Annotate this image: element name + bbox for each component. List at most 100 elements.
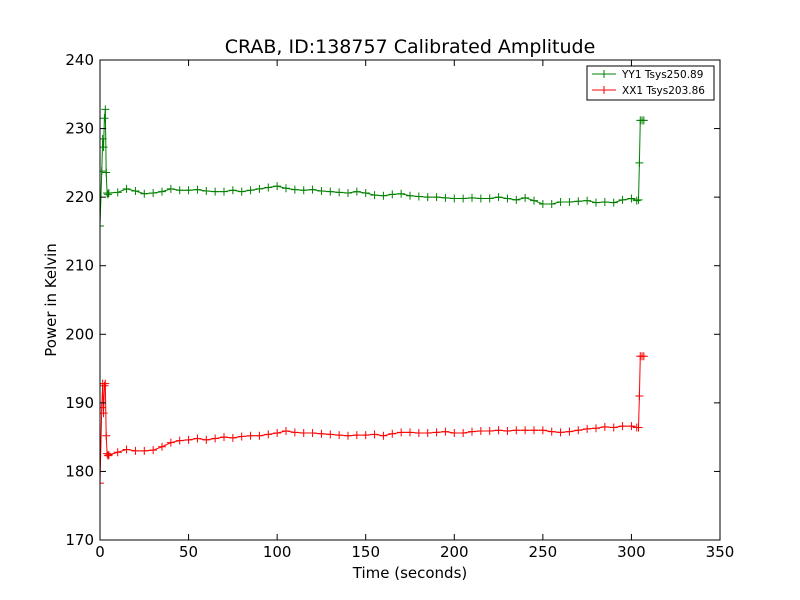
ticks: 0 50 100 150 200 250 300 350 170 180 190 200 210 220 2… [65, 51, 734, 561]
data-point [565, 197, 574, 206]
data-point [175, 186, 184, 195]
data-point [335, 431, 344, 440]
data-point [530, 426, 538, 435]
data-point [131, 446, 140, 455]
data-point [100, 403, 106, 412]
data-point [100, 409, 108, 418]
data-point [335, 188, 344, 197]
data-point [317, 186, 326, 195]
data-point [547, 200, 556, 208]
data-point [158, 187, 166, 196]
data-point [101, 379, 110, 388]
data-point [228, 186, 237, 195]
data-point [140, 189, 149, 198]
data-point [220, 433, 228, 442]
data-point [211, 187, 220, 196]
data-point [100, 221, 104, 230]
data-point [600, 197, 609, 206]
data-point [494, 193, 503, 202]
data-point [273, 429, 282, 438]
data-point [627, 422, 636, 431]
y-tick-label: 200 [65, 325, 94, 343]
data-point [503, 194, 512, 203]
data-point [423, 193, 432, 202]
data-point [102, 431, 111, 440]
data-point [237, 187, 246, 196]
data-point [255, 184, 264, 193]
plot-area [100, 105, 648, 488]
data-point [149, 446, 158, 455]
data-point [583, 424, 592, 433]
data-point [246, 431, 255, 440]
data-point [635, 392, 644, 400]
data-point [565, 427, 574, 436]
data-point [485, 426, 494, 435]
data-point [361, 189, 370, 198]
data-point [370, 430, 379, 439]
data-point [308, 185, 317, 194]
data-point [397, 428, 406, 437]
data-point [299, 429, 308, 438]
data-point [344, 189, 352, 198]
data-point [264, 183, 273, 192]
legend: YY1 Tsys250.89 XX1 Tsys203.86 [586, 65, 715, 101]
data-point [166, 184, 175, 193]
x-tick-label: 100 [263, 543, 292, 561]
data-point [634, 423, 643, 432]
data-point [193, 434, 202, 443]
x-tick-label: 200 [440, 543, 469, 561]
data-point [290, 428, 299, 437]
y-axis-label: Power in Kelvin [42, 243, 60, 357]
data-point [639, 116, 648, 125]
data-point [102, 168, 111, 177]
data-point [361, 431, 370, 440]
data-point [441, 193, 450, 202]
data-point [100, 167, 106, 176]
data-point [600, 422, 609, 431]
data-point [290, 185, 299, 194]
series-xx1 [100, 352, 648, 488]
plot-frame [99, 59, 721, 541]
data-point [282, 426, 290, 435]
data-point [379, 431, 388, 440]
data-point [100, 114, 109, 123]
data-point [122, 184, 131, 193]
data-point [255, 431, 264, 440]
data-point [468, 193, 476, 202]
x-tick-label: 350 [706, 543, 735, 561]
data-point [104, 189, 113, 198]
data-point [538, 200, 547, 208]
data-point [103, 449, 112, 458]
data-point [100, 381, 109, 390]
data-point [149, 189, 158, 198]
data-point [103, 451, 112, 460]
data-point [592, 198, 600, 207]
data-point [592, 424, 600, 433]
data-point [202, 435, 211, 444]
data-point [370, 191, 379, 200]
data-point [521, 193, 530, 202]
data-point [414, 429, 423, 438]
x-tick-label: 50 [179, 543, 198, 561]
series-layer [100, 105, 648, 488]
data-point [538, 426, 547, 435]
y-tick-label: 220 [65, 188, 94, 206]
chart-title: CRAB, ID:138757 Calibrated Amplitude [225, 36, 596, 58]
legend-marker-xx1 [600, 86, 608, 94]
data-point [122, 445, 131, 454]
data-point [264, 430, 273, 439]
data-point [521, 426, 530, 435]
data-point [503, 426, 512, 435]
data-point [609, 423, 618, 432]
data-point [574, 197, 583, 206]
data-point [397, 189, 406, 198]
data-point [634, 195, 643, 204]
data-point [344, 431, 352, 440]
y-tick-label: 190 [65, 394, 94, 412]
data-point [273, 182, 282, 191]
data-point [184, 435, 193, 444]
data-point [104, 450, 113, 459]
data-point [450, 194, 459, 203]
legend-label-xx1: XX1 Tsys203.86 [622, 85, 705, 97]
data-point [423, 429, 432, 438]
